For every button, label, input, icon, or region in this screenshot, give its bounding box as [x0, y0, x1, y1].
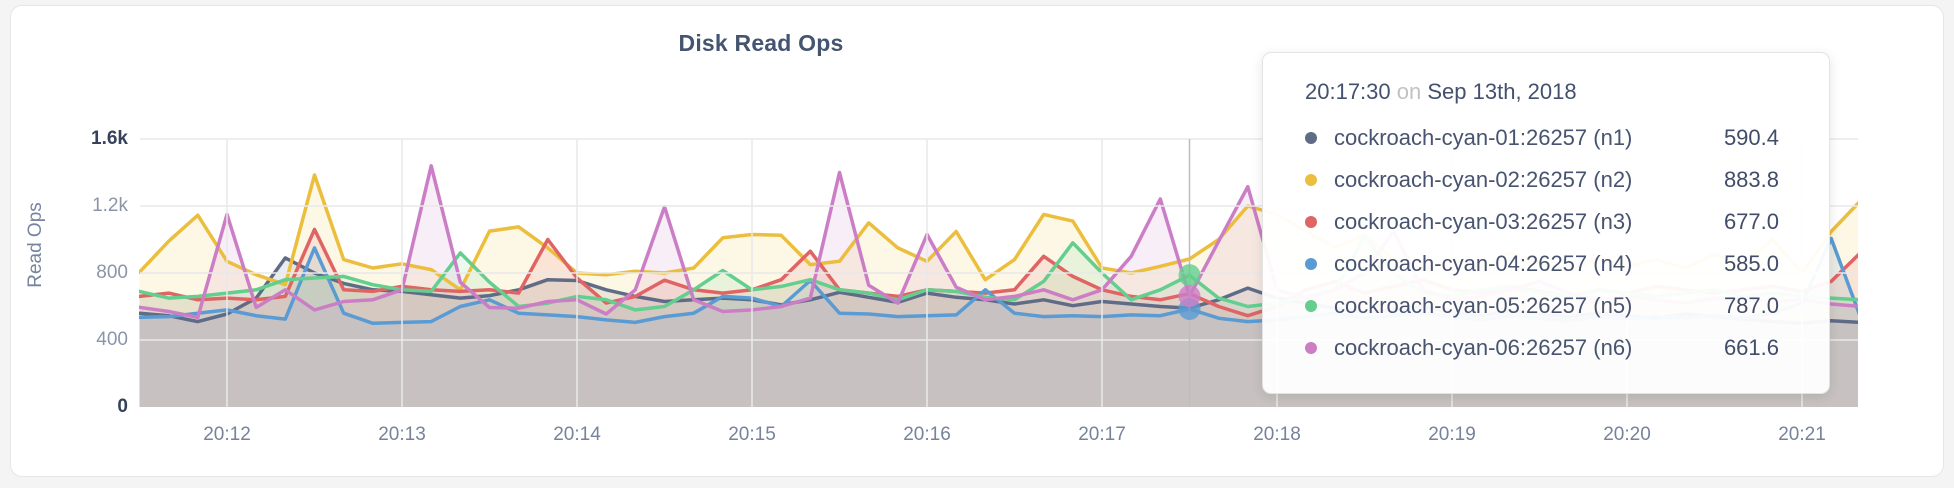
- tooltip-row-n2: cockroach-cyan-02:26257 (n2) 883.8: [1305, 159, 1779, 201]
- series-label: cockroach-cyan-05:26257 (n5): [1334, 293, 1633, 318]
- hover-tooltip: 20:17:30 on Sep 13th, 2018 cockroach-cya…: [1262, 52, 1830, 394]
- hover-dot-n6: [1178, 285, 1201, 308]
- series-label: cockroach-cyan-01:26257 (n1): [1334, 125, 1633, 150]
- tooltip-rows: cockroach-cyan-01:26257 (n1) 590.4 cockroa…: [1305, 117, 1779, 369]
- series-label: cockroach-cyan-02:26257 (n2): [1334, 167, 1633, 192]
- tooltip-date: Sep 13th, 2018: [1427, 79, 1577, 104]
- series-color-dot-n5: [1305, 300, 1317, 312]
- hover-dot-n5: [1178, 264, 1201, 287]
- x-tick-20:17: 20:17: [1078, 424, 1126, 445]
- tooltip-connector: on: [1396, 79, 1422, 104]
- series-color-dot-n2: [1305, 174, 1317, 186]
- tooltip-row-n5: cockroach-cyan-05:26257 (n5) 787.0: [1305, 285, 1779, 327]
- x-tick-20:14: 20:14: [553, 424, 601, 445]
- tooltip-row-n3: cockroach-cyan-03:26257 (n3) 677.0: [1305, 201, 1779, 243]
- series-color-dot-n6: [1305, 342, 1317, 354]
- series-color-dot-n3: [1305, 216, 1317, 228]
- tooltip-header: 20:17:30 on Sep 13th, 2018: [1305, 79, 1779, 105]
- x-tick-20:13: 20:13: [378, 424, 426, 445]
- x-tick-20:18: 20:18: [1253, 424, 1301, 445]
- x-tick-20:21: 20:21: [1778, 424, 1826, 445]
- series-value: 590.4: [1723, 125, 1779, 150]
- tooltip-time: 20:17:30: [1305, 79, 1391, 104]
- series-value: 883.8: [1723, 167, 1779, 192]
- series-value: 677.0: [1723, 209, 1779, 234]
- series-label: cockroach-cyan-04:26257 (n4): [1334, 251, 1633, 276]
- tooltip-row-n4: cockroach-cyan-04:26257 (n4) 585.0: [1305, 243, 1779, 285]
- x-tick-20:12: 20:12: [203, 424, 251, 445]
- tooltip-row-n1: cockroach-cyan-01:26257 (n1) 590.4: [1305, 117, 1779, 159]
- x-tick-20:15: 20:15: [728, 424, 776, 445]
- series-value: 661.6: [1723, 335, 1779, 360]
- x-tick-20:16: 20:16: [903, 424, 951, 445]
- y-tick-1.2k: 1.2k: [92, 195, 128, 216]
- chart-title: Disk Read Ops: [678, 30, 844, 56]
- y-tick-0: 0: [117, 396, 128, 417]
- y-tick-800: 800: [96, 262, 128, 283]
- y-tick-400: 400: [96, 329, 128, 350]
- tooltip-row-n6: cockroach-cyan-06:26257 (n6) 661.6: [1305, 327, 1779, 369]
- series-color-dot-n4: [1305, 258, 1317, 270]
- y-tick-1.6k: 1.6k: [91, 128, 128, 149]
- series-value: 585.0: [1723, 251, 1779, 276]
- series-label: cockroach-cyan-03:26257 (n3): [1334, 209, 1633, 234]
- x-tick-20:20: 20:20: [1603, 424, 1651, 445]
- series-color-dot-n1: [1305, 132, 1317, 144]
- series-label: cockroach-cyan-06:26257 (n6): [1334, 335, 1633, 360]
- x-tick-20:19: 20:19: [1428, 424, 1476, 445]
- series-value: 787.0: [1723, 293, 1779, 318]
